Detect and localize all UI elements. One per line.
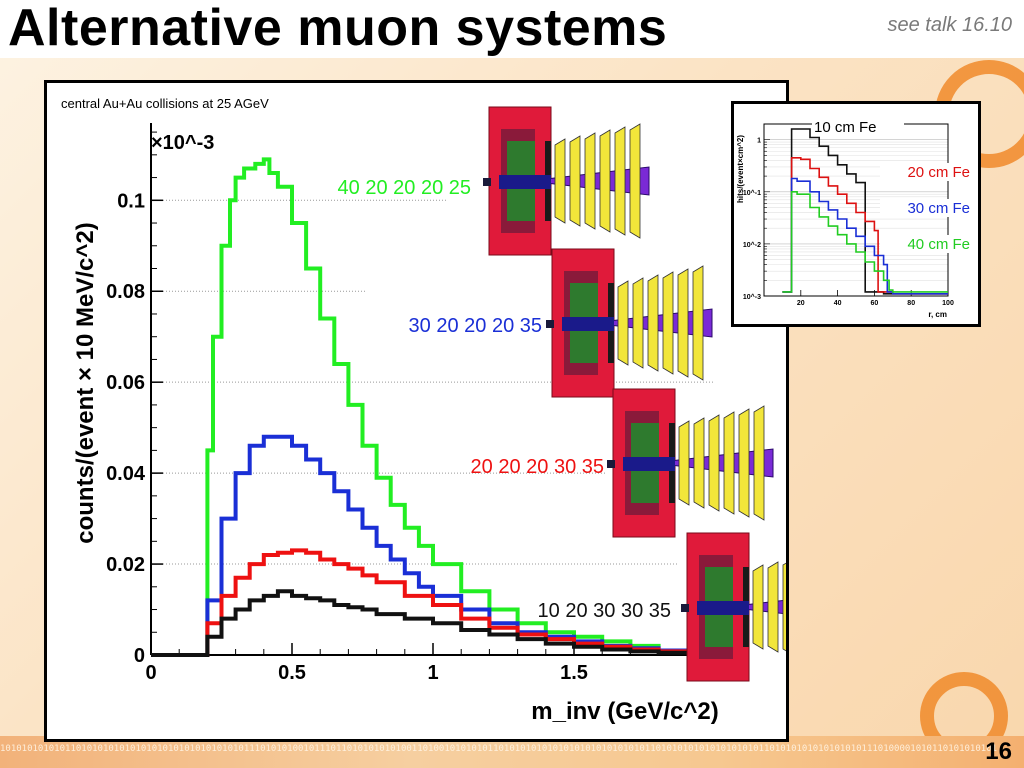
legend-entry: 40 cm Fe <box>907 236 970 253</box>
x-tick-label: 20 <box>797 300 805 307</box>
target-marker <box>681 604 689 612</box>
legend: 10 cm Fe 20 cm Fe 30 cm Fe 40 cm Fe <box>812 118 972 253</box>
muon-absorber-plane <box>569 135 581 227</box>
muon-absorber-plane <box>584 132 596 230</box>
chart-title: central Au+Au collisions at 25 AGeV <box>61 96 269 111</box>
target-marker <box>607 460 615 468</box>
series-label: 20 20 20 30 35 <box>471 456 604 478</box>
muon-absorber-plane <box>723 411 735 515</box>
y-tick-label: 10^-3 <box>743 293 761 301</box>
y-tick-label: 10^-2 <box>743 241 761 249</box>
detector-illustration <box>681 532 848 682</box>
slide-title: Alternative muon systems <box>8 0 668 57</box>
detector-group: 40 20 20 20 25 30 20 20 20 35 20 20 20 30 … <box>338 106 848 682</box>
legend-entry-bg <box>880 163 972 181</box>
muon-absorber-plane <box>692 265 704 381</box>
inset-chart-frame: 10^-3 10^-2 10^-1 1 20 40 60 80 100 10 cm Fe 20 c… <box>731 101 981 327</box>
beam-pipe <box>562 317 614 331</box>
x-tick-label: 1.5 <box>560 662 588 684</box>
detector-illustration <box>607 388 774 538</box>
muon-absorber-plane <box>753 405 765 521</box>
series-group <box>151 157 689 657</box>
legend-entry-bg <box>880 235 972 253</box>
y-tick-label: 0.06 <box>106 372 145 394</box>
y-tick-label: 0 <box>134 645 145 667</box>
muon-absorber-plane <box>708 414 720 512</box>
detector-illustration <box>546 248 713 398</box>
x-tick-label: 100 <box>942 300 954 307</box>
legend-entry-bg <box>880 199 972 217</box>
legend-entry-bg <box>812 118 904 136</box>
axes: 0 0.02 0.04 0.06 0.08 0.1 0 0.5 1 1.5 <box>106 123 715 684</box>
muon-absorber-plane <box>767 561 779 653</box>
x-tick-label: 60 <box>871 300 879 307</box>
y-tick-label: 0.08 <box>106 281 145 303</box>
target-marker <box>546 320 554 328</box>
muon-absorber-plane <box>629 123 641 239</box>
series-line-2 <box>782 157 948 295</box>
legend-entry: 30 cm Fe <box>907 200 970 217</box>
detector-illustration <box>483 106 650 256</box>
muon-absorber-plane <box>693 417 705 509</box>
y-tick-label: 0.04 <box>106 463 146 485</box>
series-label: 40 20 20 20 25 <box>338 177 471 199</box>
muon-absorber-plane <box>554 138 566 224</box>
muon-absorber-plane <box>599 129 611 233</box>
beam-pipe <box>697 601 749 615</box>
x-tick-label: 0 <box>145 662 156 684</box>
main-chart-frame: central Au+Au collisions at 25 AGeV ×10^… <box>44 80 848 742</box>
legend-entry: 10 cm Fe <box>814 119 877 136</box>
series-line-3 <box>782 177 948 295</box>
muon-absorber-plane <box>614 126 626 236</box>
binary-strip: 1010101010101101010101010101010101010101… <box>0 744 997 754</box>
x-axis-label: m_inv (GeV/c^2) <box>531 698 718 725</box>
main-chart: central Au+Au collisions at 25 AGeV ×10^… <box>61 96 848 725</box>
page-number: 16 <box>985 738 1012 765</box>
muon-absorber-plane <box>647 274 659 372</box>
beam-pipe <box>623 457 675 471</box>
y-tick-label: 0.1 <box>117 190 145 212</box>
series-line-1 <box>151 157 689 657</box>
x-tick-label: 80 <box>907 300 915 307</box>
series-line-1 <box>782 128 948 295</box>
muon-absorber-plane <box>632 277 644 369</box>
y-multiplier: ×10^-3 <box>151 132 214 154</box>
series-label: 10 20 30 30 35 <box>538 600 671 622</box>
series-line-4 <box>151 589 689 657</box>
target-marker <box>483 178 491 186</box>
series-label: 30 20 20 20 35 <box>409 315 542 337</box>
beam-pipe <box>499 175 551 189</box>
title-band <box>0 0 1024 58</box>
x-tick-label: 1 <box>427 662 438 684</box>
y-tick-label: 10^-1 <box>743 189 761 197</box>
muon-absorber-plane <box>678 420 690 506</box>
series-line-4 <box>782 191 948 293</box>
see-talk-note: see talk 16.10 <box>887 14 1012 36</box>
muon-absorber-plane <box>677 268 689 378</box>
x-tick-label: 0.5 <box>278 662 306 684</box>
muon-absorber-plane <box>782 558 794 656</box>
y-axis-label: counts/(event × 10 MeV/c^2) <box>72 222 99 543</box>
muon-absorber-plane <box>738 408 750 518</box>
muon-absorber-plane <box>752 564 764 650</box>
x-tick-label: 40 <box>834 300 842 307</box>
inset-chart: 10^-3 10^-2 10^-1 1 20 40 60 80 100 10 cm Fe 20 c… <box>736 118 972 319</box>
muon-absorber-plane <box>662 271 674 375</box>
inset-x-axis-label: r, cm <box>928 310 947 319</box>
inset-y-axis-label: hits/(event×cm^2) <box>736 135 745 203</box>
grid <box>151 199 715 565</box>
y-tick-label: 1 <box>757 138 761 145</box>
y-tick-label: 0.02 <box>106 554 145 576</box>
legend-entry: 20 cm Fe <box>907 164 970 181</box>
muon-absorber-plane <box>617 280 629 366</box>
series-group <box>782 128 948 295</box>
